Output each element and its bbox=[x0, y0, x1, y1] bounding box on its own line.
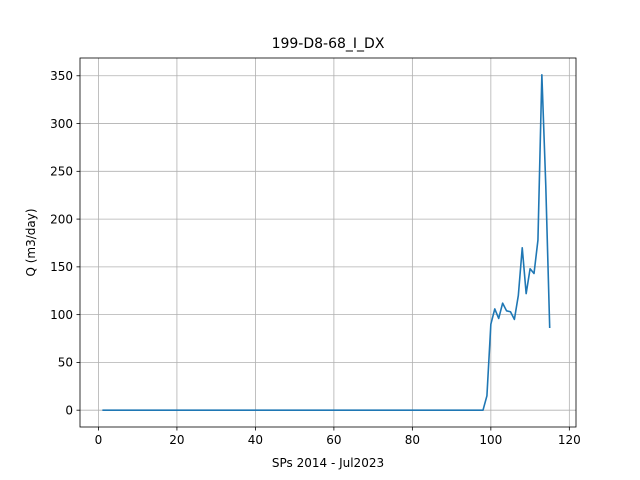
y-tick-label: 350 bbox=[50, 69, 73, 83]
grid bbox=[80, 58, 576, 427]
y-tick-label: 0 bbox=[65, 403, 73, 417]
x-tick-label: 80 bbox=[405, 433, 420, 447]
y-tick-label: 250 bbox=[50, 165, 73, 179]
chart-title: 199-D8-68_I_DX bbox=[272, 36, 385, 52]
y-tick-label: 50 bbox=[58, 356, 73, 370]
series-line-layer bbox=[102, 74, 551, 411]
y-axis-label: Q (m3/day) bbox=[24, 208, 38, 276]
y-tick-label: 150 bbox=[50, 260, 73, 274]
x-tick-label: 120 bbox=[558, 433, 581, 447]
x-tick-label: 0 bbox=[95, 433, 103, 447]
plot-frame bbox=[79, 57, 577, 428]
x-tick-label: 40 bbox=[248, 433, 263, 447]
x-tick-label: 60 bbox=[326, 433, 341, 447]
series-line bbox=[102, 74, 551, 411]
y-tick-label: 100 bbox=[50, 308, 73, 322]
axis-ticks: 0 20 40 60 80 100 120 0 50 100 150 200 250 300 350 bbox=[50, 69, 581, 447]
x-tick-label: 100 bbox=[479, 433, 502, 447]
y-tick-label: 200 bbox=[50, 212, 73, 226]
x-axis-label: SPs 2014 - Jul2023 bbox=[272, 456, 384, 470]
y-tick-label: 300 bbox=[50, 117, 73, 131]
x-tick-label: 20 bbox=[169, 433, 184, 447]
